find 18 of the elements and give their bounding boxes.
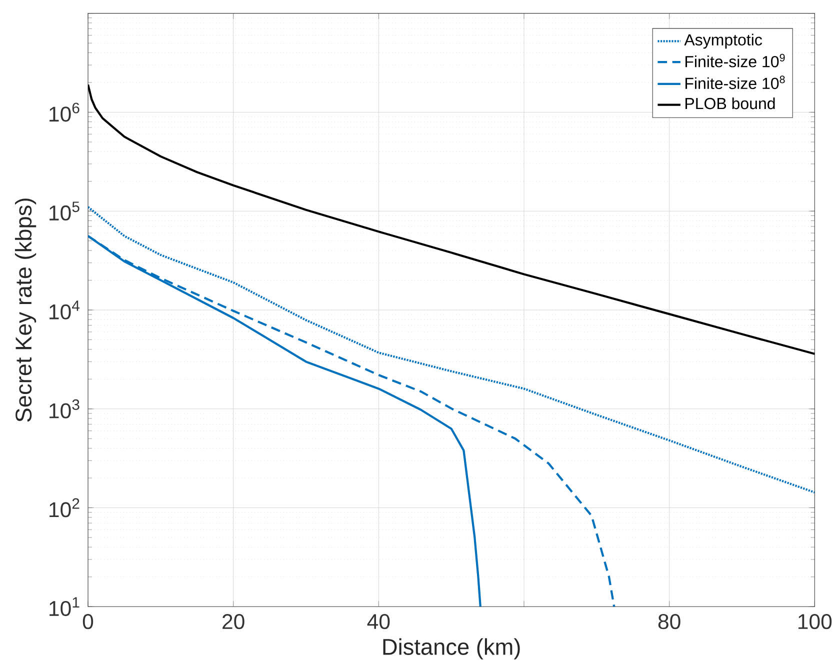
legend-label: Finite-size 10$^{9}$ <box>686 54 785 68</box>
y-axis-title: Secret Key rate (kbps) <box>14 198 36 422</box>
line-series <box>88 206 815 494</box>
legend-label: PLOB bound <box>686 97 775 110</box>
y-tick-label: 10$^{5}$ <box>50 202 80 221</box>
legend-label: Asymptotic <box>684 34 762 49</box>
y-tick-label: 10$^{1}$ <box>50 597 80 616</box>
y-tick-label: 10$^{6}$ <box>50 102 80 122</box>
x-tick-label: 80 <box>658 614 680 630</box>
x-tick-label: 0 <box>82 614 94 630</box>
x-tick-label: 40 <box>367 614 390 630</box>
x-tick-label: 20 <box>222 614 244 630</box>
x-axis-title: Distance (km) <box>383 638 520 660</box>
legend-label: Finite-size 10$^{8}$ <box>686 76 785 90</box>
y-tick-label: 10$^{4}$ <box>50 300 80 320</box>
x-tick-label: 100 <box>798 614 832 630</box>
y-tick-label: 10$^{2}$ <box>50 498 80 518</box>
y-tick-label: 10$^{3}$ <box>50 399 80 418</box>
